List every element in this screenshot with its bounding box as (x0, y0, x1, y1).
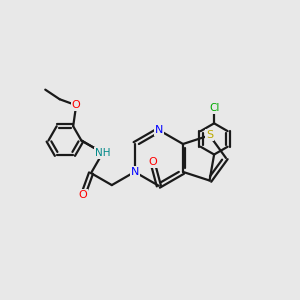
Text: O: O (148, 157, 157, 167)
Text: H: H (99, 148, 106, 158)
Text: NH: NH (95, 148, 110, 158)
Text: N: N (155, 125, 163, 135)
Text: N: N (130, 167, 139, 177)
Text: O: O (79, 190, 87, 200)
Text: Cl: Cl (209, 103, 219, 113)
Text: O: O (72, 100, 80, 110)
Text: S: S (206, 130, 213, 140)
